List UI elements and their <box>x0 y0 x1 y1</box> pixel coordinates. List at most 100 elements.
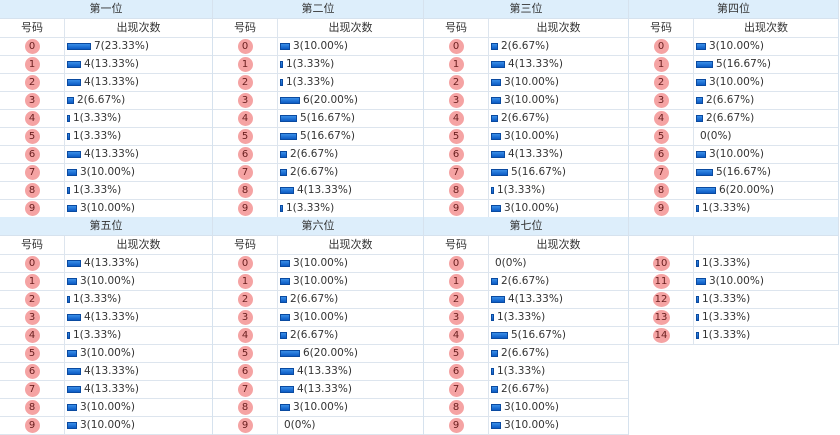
table-row: 8 4(13.33%) <box>213 182 423 200</box>
frequency-bar <box>280 43 290 50</box>
number-column-header: 号码 <box>0 19 65 37</box>
frequency-bar <box>491 422 501 429</box>
number-ball: 1 <box>24 57 40 72</box>
table-row: 0 3(10.00%) <box>629 38 838 56</box>
count-label: 1(3.33%) <box>73 329 122 341</box>
number-ball: 4 <box>448 328 464 343</box>
table-row: 5 2(6.67%) <box>424 345 628 363</box>
table-row: 11 3(10.00%) <box>629 273 838 291</box>
count-label: 3(10.00%) <box>80 166 135 178</box>
number-ball: 9 <box>237 418 253 433</box>
number-cell: 14 <box>629 327 694 344</box>
count-label: 2(6.67%) <box>501 347 550 359</box>
count-label: 5(16.67%) <box>716 58 771 70</box>
table-row: 6 1(3.33%) <box>424 363 628 381</box>
column-header-row: 号码 出现次数 <box>0 236 212 255</box>
count-cell: 1(3.33%) <box>278 56 423 73</box>
table-row: 4 5(16.67%) <box>213 110 423 128</box>
count-label: 3(10.00%) <box>80 347 135 359</box>
table-row: 0 2(6.67%) <box>424 38 628 56</box>
number-ball: 0 <box>653 39 669 54</box>
number-cell: 7 <box>424 164 489 181</box>
table-row: 5 3(10.00%) <box>0 345 212 363</box>
frequency-bar <box>696 61 713 68</box>
number-ball: 0 <box>24 39 40 54</box>
count-cell: 3(10.00%) <box>65 345 212 362</box>
number-cell: 3 <box>629 92 694 109</box>
count-label: 3(10.00%) <box>293 401 348 413</box>
count-cell: 3(10.00%) <box>278 399 423 416</box>
number-ball: 7 <box>237 382 253 397</box>
count-label: 4(13.33%) <box>297 365 352 377</box>
count-cell: 5(16.67%) <box>694 164 838 181</box>
count-cell: 1(3.33%) <box>278 74 423 91</box>
count-cell: 4(13.33%) <box>65 74 212 91</box>
number-cell: 0 <box>424 255 489 272</box>
number-cell: 9 <box>0 200 65 217</box>
count-cell: 1(3.33%) <box>65 291 212 308</box>
number-cell: 4 <box>0 110 65 127</box>
frequency-bar <box>67 187 70 194</box>
count-label: 3(10.00%) <box>293 40 348 52</box>
count-cell: 0(0%) <box>278 417 423 434</box>
frequency-bar <box>491 278 498 285</box>
number-ball: 3 <box>237 310 253 325</box>
number-ball: 4 <box>653 111 669 126</box>
table-row: 2 1(3.33%) <box>0 291 212 309</box>
table-row: 1 5(16.67%) <box>629 56 838 74</box>
count-cell: 4(13.33%) <box>65 381 212 398</box>
frequency-bar <box>67 61 81 68</box>
frequency-bar <box>280 97 300 104</box>
count-label: 3(10.00%) <box>293 275 348 287</box>
count-cell: 3(10.00%) <box>65 399 212 416</box>
number-ball: 8 <box>237 400 253 415</box>
table-row: 1 1(3.33%) <box>213 56 423 74</box>
number-ball: 0 <box>448 39 464 54</box>
count-label: 5(16.67%) <box>300 130 355 142</box>
count-label: 4(13.33%) <box>84 257 139 269</box>
count-column-header: 出现次数 <box>328 238 373 251</box>
count-cell: 5(16.67%) <box>278 128 423 145</box>
number-cell: 7 <box>629 164 694 181</box>
count-cell: 2(6.67%) <box>65 92 212 109</box>
count-label: 1(3.33%) <box>497 311 546 323</box>
number-cell: 2 <box>0 291 65 308</box>
table-row: 8 3(10.00%) <box>213 399 423 417</box>
number-ball: 5 <box>24 129 40 144</box>
number-ball: 8 <box>448 400 464 415</box>
table-row: 3 2(6.67%) <box>629 92 838 110</box>
number-ball: 6 <box>653 147 669 162</box>
count-label: 3(10.00%) <box>504 76 559 88</box>
count-cell: 3(10.00%) <box>278 255 423 272</box>
frequency-bar <box>696 169 713 176</box>
count-cell: 3(10.00%) <box>489 417 628 434</box>
count-cell: 2(6.67%) <box>278 164 423 181</box>
frequency-bar <box>67 151 81 158</box>
count-label: 4(13.33%) <box>84 58 139 70</box>
table-row: 8 3(10.00%) <box>0 399 212 417</box>
count-cell: 5(16.67%) <box>278 110 423 127</box>
frequency-bar <box>280 151 287 158</box>
frequency-bar <box>491 332 508 339</box>
number-cell: 6 <box>0 363 65 380</box>
frequency-bar <box>280 350 300 357</box>
count-cell: 2(6.67%) <box>489 345 628 362</box>
table-row: 5 3(10.00%) <box>424 128 628 146</box>
count-label: 3(10.00%) <box>80 202 135 214</box>
number-ball: 9 <box>448 201 464 216</box>
frequency-bar <box>280 260 290 267</box>
count-label: 1(3.33%) <box>73 184 122 196</box>
table-row: 0 0(0%) <box>424 255 628 273</box>
table-row: 9 1(3.33%) <box>213 200 423 218</box>
table-row: 4 1(3.33%) <box>0 327 212 345</box>
frequency-bar <box>67 404 77 411</box>
table-row: 3 3(10.00%) <box>424 92 628 110</box>
frequency-bar <box>280 386 294 393</box>
number-cell: 6 <box>629 146 694 163</box>
table-row: 2 1(3.33%) <box>213 74 423 92</box>
number-ball: 2 <box>24 292 40 307</box>
count-cell: 5(16.67%) <box>489 164 628 181</box>
count-label: 1(3.33%) <box>286 202 335 214</box>
table-row: 7 2(6.67%) <box>424 381 628 399</box>
count-cell: 2(6.67%) <box>694 92 838 109</box>
